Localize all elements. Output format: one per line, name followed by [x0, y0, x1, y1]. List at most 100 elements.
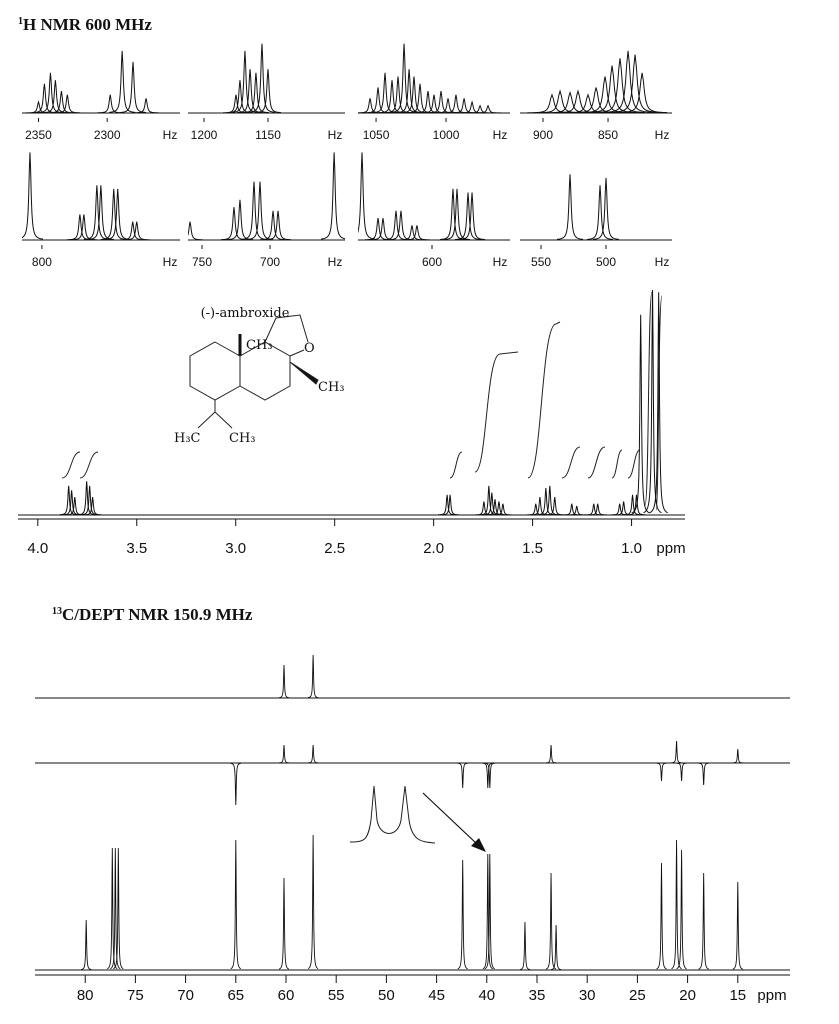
unit-label: Hz: [328, 128, 343, 142]
unit-label: Hz: [328, 255, 343, 269]
peak: [545, 496, 564, 516]
peak: [627, 494, 646, 516]
x-tick-label: 1000: [433, 128, 460, 142]
peak: [307, 834, 319, 970]
peak: [671, 839, 682, 970]
x-tick-label: 1.0: [621, 540, 642, 557]
ring-b: [239, 341, 291, 401]
peak: [519, 921, 531, 970]
peak: [441, 494, 460, 516]
peak: [484, 853, 496, 970]
x-tick-label: 600: [422, 255, 442, 269]
expansion-inset: [349, 785, 486, 852]
peak: [588, 503, 607, 516]
peak: [398, 225, 425, 241]
gem-dimethyl-bonds: [197, 400, 233, 429]
x-tick-label: 1.5: [522, 540, 543, 557]
peak: [671, 740, 682, 764]
unit-label: Hz: [655, 128, 670, 142]
peak: [81, 919, 92, 970]
peak: [123, 221, 150, 241]
arrow-head: [471, 838, 486, 852]
peak: [390, 43, 418, 113]
peak: [623, 494, 642, 516]
peak: [676, 762, 687, 782]
x-tick-label: 15: [729, 987, 746, 1004]
unit-label: Hz: [163, 255, 178, 269]
peak: [617, 72, 668, 114]
x-tick-label: 25: [629, 987, 646, 1004]
peak: [230, 762, 241, 806]
peak: [485, 499, 505, 516]
molecule: [189, 314, 319, 429]
unit-label: ppm: [757, 987, 786, 1004]
peak: [489, 501, 508, 516]
peak: [567, 505, 586, 516]
inset-panel: [520, 50, 672, 114]
x-tick-label: 40: [478, 987, 495, 1004]
peak: [248, 43, 276, 113]
peak: [656, 862, 667, 970]
x-tick-label: 3.5: [126, 540, 147, 557]
peak: [65, 496, 84, 516]
x-tick-label: 75: [127, 987, 144, 1004]
unit-label: Hz: [493, 128, 508, 142]
peak: [278, 744, 290, 764]
peak: [545, 872, 557, 970]
title-superscript: 1: [18, 16, 23, 27]
unit-label: Hz: [493, 255, 508, 269]
atom-label: O: [304, 341, 315, 356]
x-tick-label: 800: [32, 255, 52, 269]
peak: [100, 188, 127, 240]
peak: [676, 849, 687, 970]
peak: [321, 152, 345, 240]
peak: [110, 847, 121, 970]
peak: [467, 104, 494, 114]
x-tick-label: 3.0: [225, 540, 246, 557]
peak: [278, 877, 290, 970]
atom-label: CH₃: [246, 338, 273, 353]
x-tick-label: 2300: [94, 128, 121, 142]
x-tick-label: 2.0: [423, 540, 444, 557]
peak: [732, 881, 743, 970]
peak: [97, 94, 124, 114]
peak: [562, 93, 614, 114]
peak: [308, 744, 319, 764]
peak: [403, 225, 430, 241]
peak: [382, 210, 409, 241]
ring-c: [264, 314, 309, 357]
peak: [457, 859, 468, 970]
atom-label: CH₃: [229, 431, 256, 446]
x-tick-label: 60: [278, 987, 295, 1004]
inset-panel: [22, 50, 180, 114]
peak: [454, 192, 482, 241]
x-tick-label: 500: [596, 255, 616, 269]
x-tick-label: 1050: [363, 128, 390, 142]
peak: [358, 152, 376, 240]
arrow-line: [422, 792, 478, 845]
x-tick-label: 50: [378, 987, 395, 1004]
compound-name: (-)-ambroxide: [201, 306, 290, 321]
peak: [656, 762, 667, 782]
x-tick-label: 900: [533, 128, 553, 142]
peak: [240, 181, 268, 240]
inset-panel: [188, 152, 345, 241]
peak: [526, 93, 577, 114]
peak: [188, 221, 204, 241]
peak: [265, 210, 292, 241]
peak: [54, 94, 81, 114]
peak: [22, 152, 44, 240]
x-tick-label: 1150: [255, 128, 281, 142]
peak: [113, 847, 124, 970]
peak: [109, 50, 136, 113]
peak: [475, 104, 502, 114]
ring-a: [189, 341, 241, 401]
c-nmr-title: 13C/DEPT NMR 150.9 MHz: [52, 605, 253, 624]
peak: [584, 503, 603, 516]
peak: [698, 872, 709, 970]
inset-panel: [358, 43, 510, 114]
x-tick-label: 4.0: [27, 540, 48, 557]
peak: [278, 664, 290, 699]
peak: [308, 654, 319, 699]
